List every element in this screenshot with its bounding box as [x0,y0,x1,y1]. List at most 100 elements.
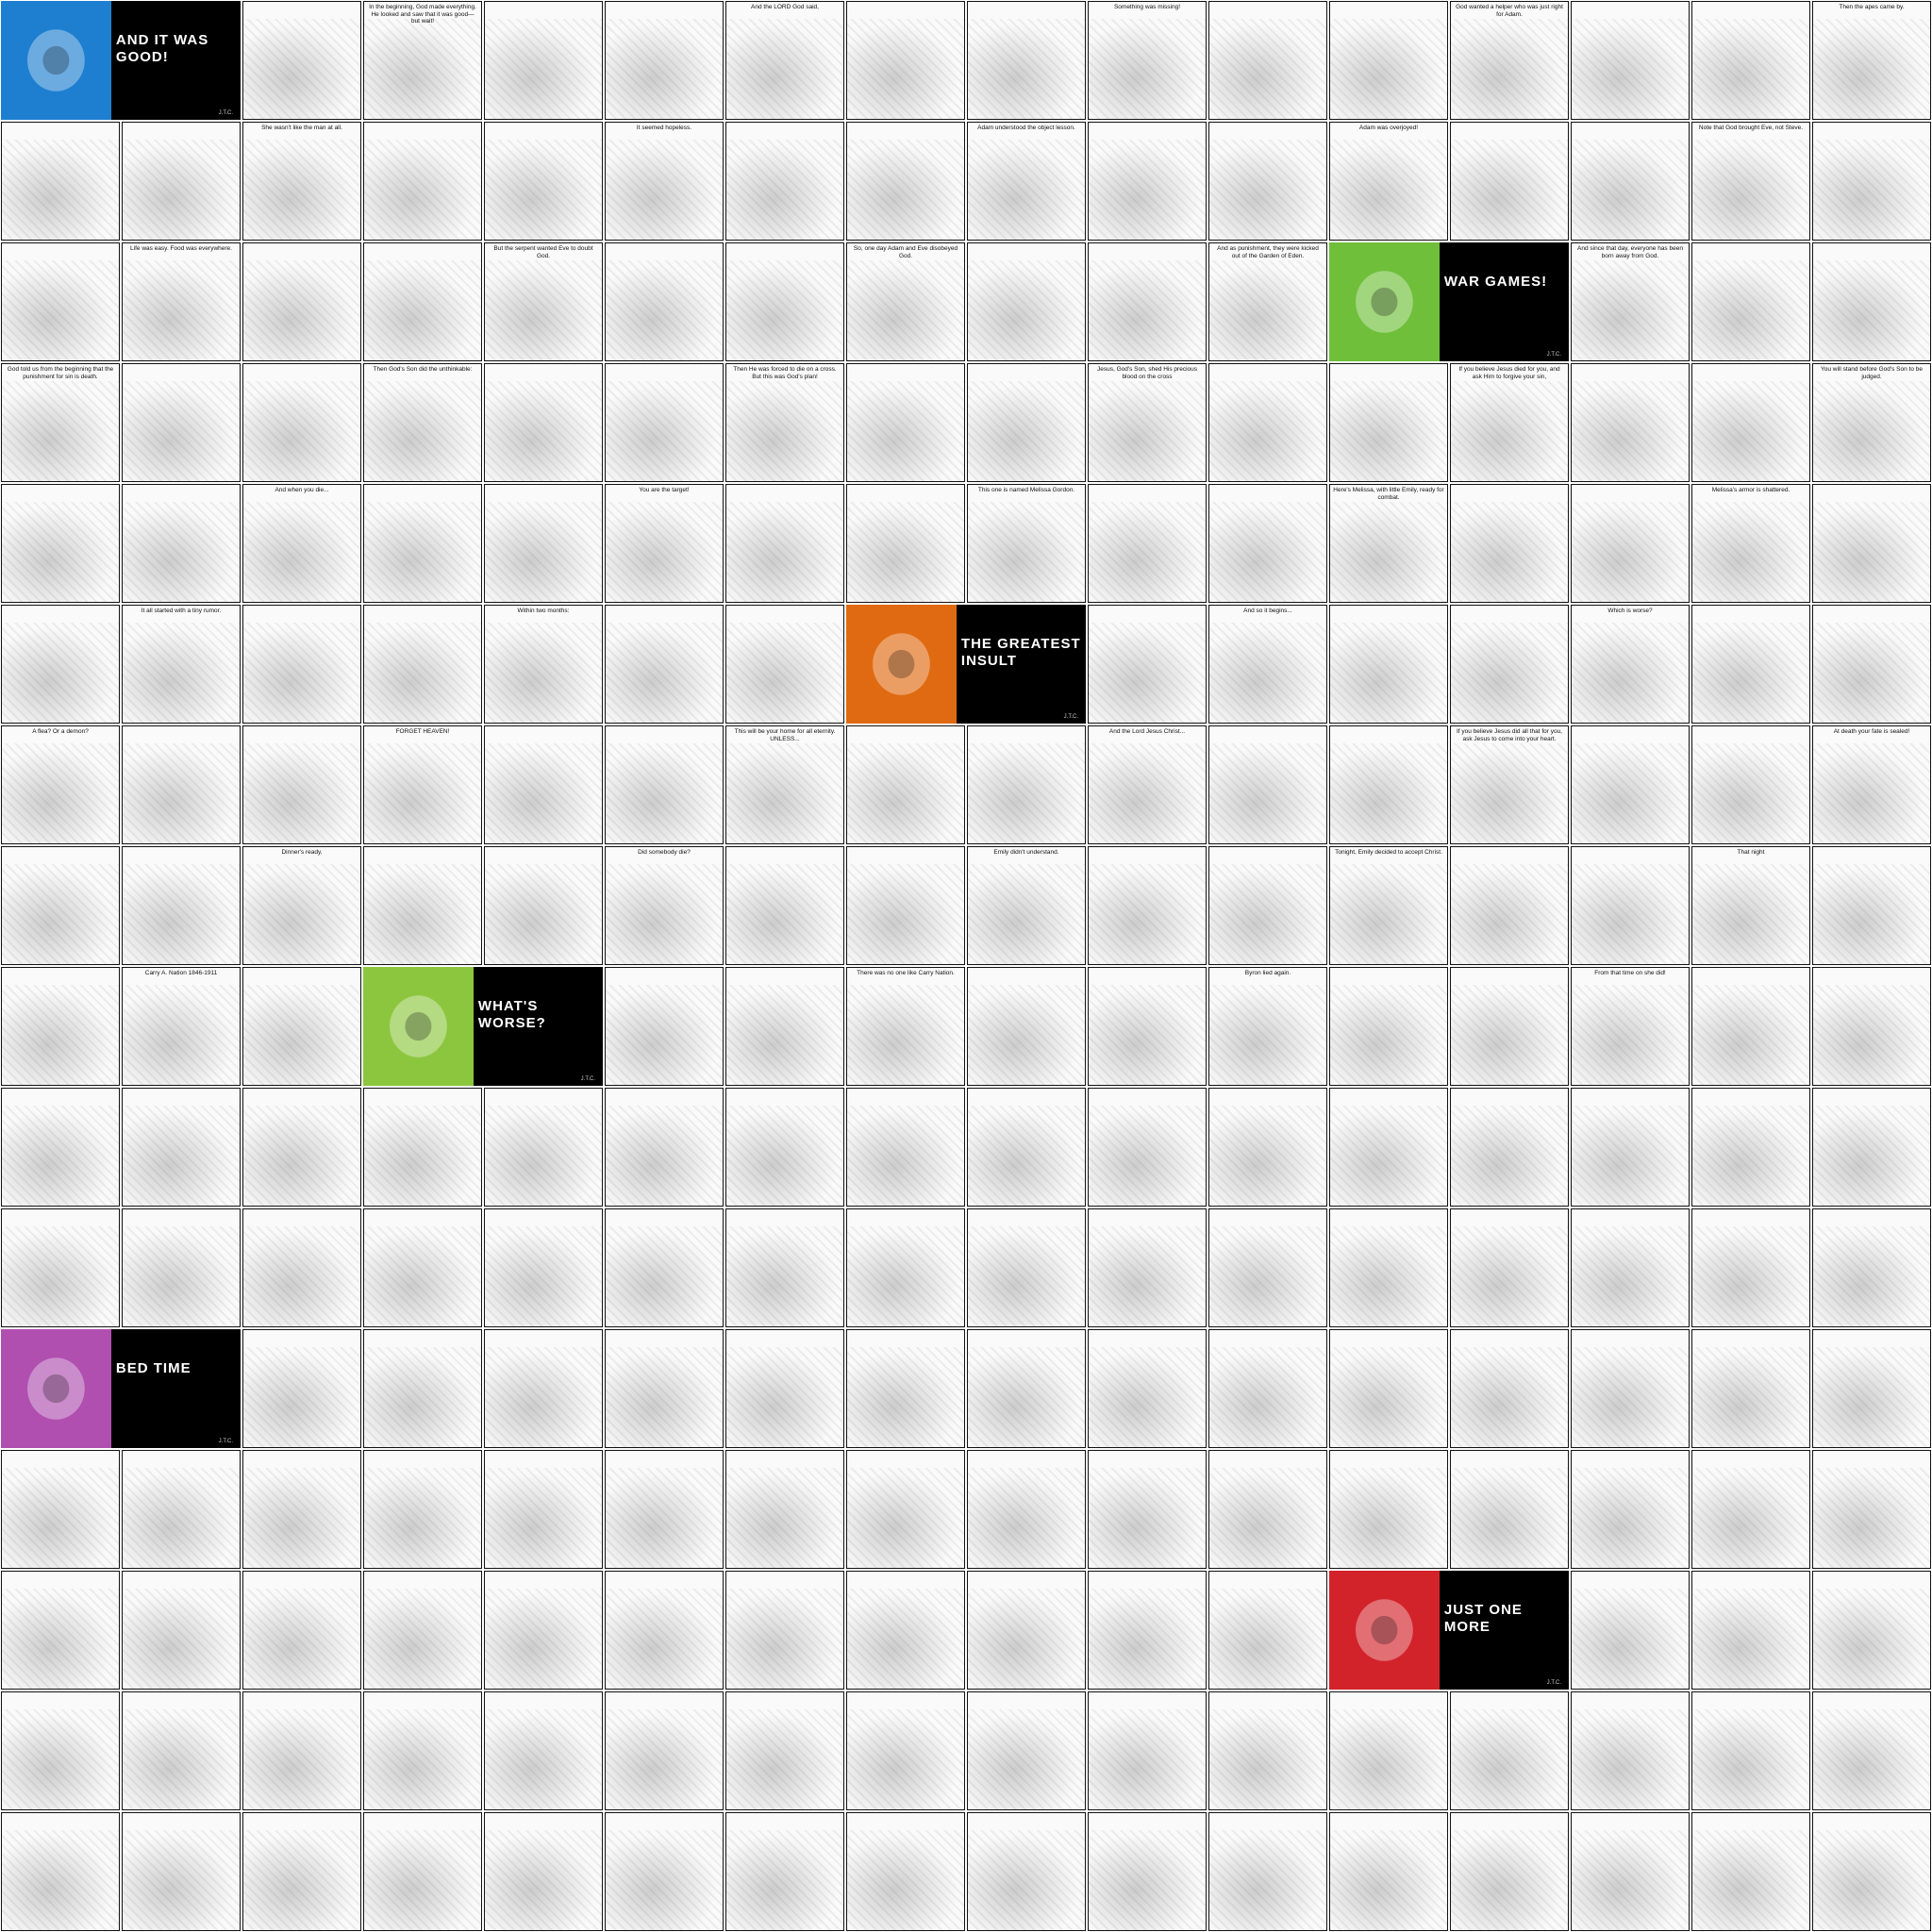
tract-title: THE GREATEST INSULT [960,635,1081,669]
panel-artwork [1330,1106,1447,1206]
panel-artwork [1572,985,1689,1085]
comic-panel: Which is worse? [1571,605,1690,724]
comic-panel [1088,1329,1207,1448]
panel-artwork [123,381,240,481]
comic-panel [1208,846,1327,965]
comic-panel [967,1329,1086,1448]
panel-artwork [123,743,240,843]
panel-artwork [243,19,360,119]
panel-artwork [968,1106,1085,1206]
panel-artwork [243,743,360,843]
panel-artwork [243,1468,360,1568]
panel-artwork [364,1589,481,1689]
comic-panel [1812,1450,1931,1569]
comic-panel [1691,363,1810,482]
comic-panel [484,1450,603,1569]
panel-artwork [123,1709,240,1809]
comic-panel [1812,846,1931,965]
comic-panel [122,1450,241,1569]
comic-panel: Something was missing! [1088,1,1207,120]
comic-panel [1691,605,1810,724]
panel-artwork [726,1226,843,1326]
panel-caption: You will stand before God's Son to be ju… [1821,366,1923,380]
comic-panel [1,605,120,724]
comic-panel [122,1812,241,1931]
panel-artwork [1692,743,1809,843]
comic-panel [1208,1691,1327,1810]
panel-artwork [606,623,723,723]
panel-artwork [1330,623,1447,723]
panel-caption: Here's Melissa, with little Emily, ready… [1333,487,1444,501]
comic-panel: And the LORD God said, [725,1,844,120]
comic-panel: Then the apes came by. [1812,1,1931,120]
comic-panel [605,1571,724,1690]
comic-panel [484,1088,603,1207]
crosshair-icon [1329,242,1440,361]
comic-panel [122,484,241,603]
panel-artwork [726,1709,843,1809]
panel-artwork [1572,1589,1689,1689]
panel-artwork [1813,1709,1930,1809]
panel-artwork [968,985,1085,1085]
panel-artwork [1089,864,1206,964]
panel-artwork [1572,1106,1689,1206]
comic-panel [1691,725,1810,844]
comic-panel [122,1571,241,1690]
comic-panel [484,1,603,120]
panel-artwork [2,1830,119,1930]
panel-artwork [1089,1106,1206,1206]
comic-panel [846,1691,965,1810]
panel-artwork [606,502,723,602]
panel-caption: In the beginning, God made everything. H… [369,4,476,25]
comic-panel [242,1208,361,1327]
comic-panel [1812,1571,1931,1690]
panel-artwork [123,623,240,723]
panel-artwork [968,502,1085,602]
panel-artwork [1330,140,1447,240]
panel-artwork [243,1709,360,1809]
comic-panel [1088,1812,1207,1931]
panel-artwork [968,1709,1085,1809]
comic-panel [605,242,724,361]
panel-artwork [968,260,1085,360]
panel-artwork [364,260,481,360]
comic-panel [1208,1450,1327,1569]
panel-artwork [364,19,481,119]
panel-artwork [968,1226,1085,1326]
comic-panel [484,122,603,241]
panel-artwork [243,864,360,964]
comic-panel [1571,1329,1690,1448]
panel-caption: From that time on she did! [1594,970,1666,976]
panel-artwork [243,1589,360,1689]
comic-panel [725,846,844,965]
panel-artwork [1209,864,1326,964]
comic-panel [1,1450,120,1569]
panel-artwork [726,1106,843,1206]
comic-panel [242,242,361,361]
panel-artwork [485,502,602,602]
panel-artwork [485,623,602,723]
comic-panel [1208,1,1327,120]
panel-artwork [485,140,602,240]
panel-artwork [1089,623,1206,723]
comic-panel [725,122,844,241]
panel-artwork [847,1589,964,1689]
panel-artwork [364,502,481,602]
comic-panel: Byron lied again. [1208,967,1327,1086]
panel-artwork [243,140,360,240]
king-icon [846,605,957,724]
comic-panel [242,725,361,844]
panel-artwork [1813,140,1930,240]
comic-panel [1450,605,1569,724]
panel-artwork [1692,623,1809,723]
panel-artwork [606,1709,723,1809]
comic-panel [484,725,603,844]
panel-artwork [1692,1226,1809,1326]
comic-panel [1571,1812,1690,1931]
comic-panel [122,122,241,241]
panel-artwork [1692,1106,1809,1206]
panel-artwork [1330,743,1447,843]
panel-artwork [2,743,119,843]
panel-artwork [123,1830,240,1930]
comic-panel [1088,1571,1207,1690]
